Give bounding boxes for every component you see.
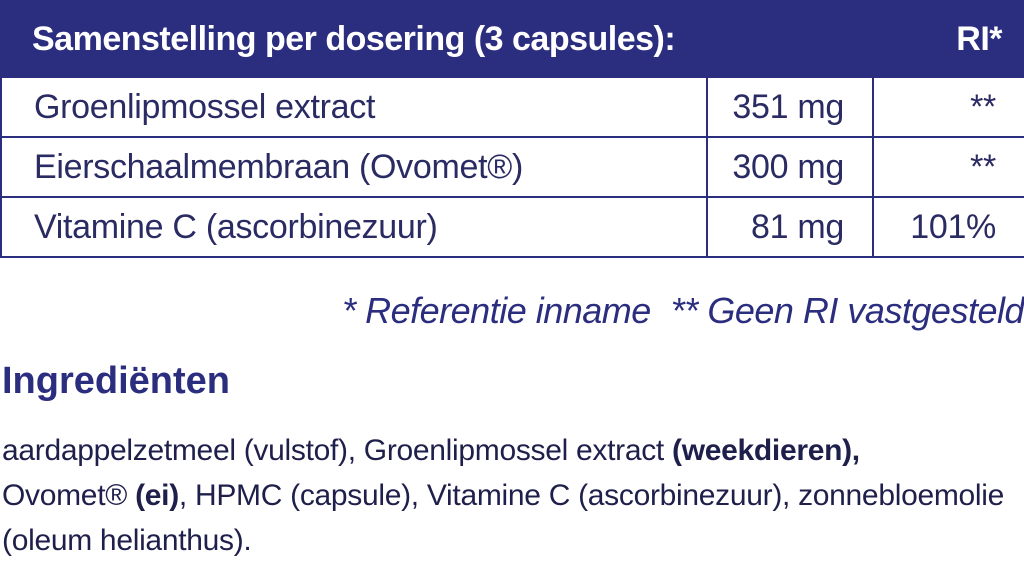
ingredient-name: Eierschaalmembraan (Ovomet®) xyxy=(0,136,708,198)
ingredient-amount: 351 mg xyxy=(706,76,874,138)
footnote-ri-reference: * Referentie inname xyxy=(342,290,651,331)
ingredient-name: Vitamine C (ascorbinezuur) xyxy=(0,196,708,258)
ingredient-name: Groenlipmossel extract xyxy=(0,76,708,138)
composition-header-row: Samenstelling per dosering (3 capsules):… xyxy=(0,0,1024,78)
ingredient-ri: ** xyxy=(872,136,1024,198)
ingredients-part: , HPMC (capsule), Vitamine C (ascorbinez… xyxy=(2,479,1005,557)
footnote-no-ri: ** Geen RI vastgesteld xyxy=(670,290,1024,331)
ingredient-ri: ** xyxy=(872,76,1024,138)
ingredient-ri: 101% xyxy=(872,196,1024,258)
ri-header: RI* xyxy=(872,0,1024,78)
ingredients-part: aardappelzetmeel (vulstof), Groenlipmoss… xyxy=(2,434,672,467)
ingredient-amount: 300 mg xyxy=(706,136,874,198)
ingredients-title: Ingrediënten xyxy=(2,360,231,402)
table-row: Vitamine C (ascorbinezuur) 81 mg 101% xyxy=(0,196,1024,258)
footnotes: * Referentie inname ** Geen RI vastgestel… xyxy=(342,290,1024,332)
table-row: Groenlipmossel extract 351 mg ** xyxy=(0,76,1024,138)
table-row: Eierschaalmembraan (Ovomet®) 300 mg ** xyxy=(0,136,1024,198)
allergen-egg: (ei) xyxy=(135,479,179,512)
ingredients-text: aardappelzetmeel (vulstof), Groenlipmoss… xyxy=(2,428,1012,563)
ingredients-part: Ovomet® xyxy=(2,479,136,512)
composition-header: Samenstelling per dosering (3 capsules): xyxy=(0,0,874,78)
composition-table: Samenstelling per dosering (3 capsules):… xyxy=(0,0,1024,258)
allergen-molluscs: (weekdieren), xyxy=(672,434,860,467)
ingredient-amount: 81 mg xyxy=(706,196,874,258)
